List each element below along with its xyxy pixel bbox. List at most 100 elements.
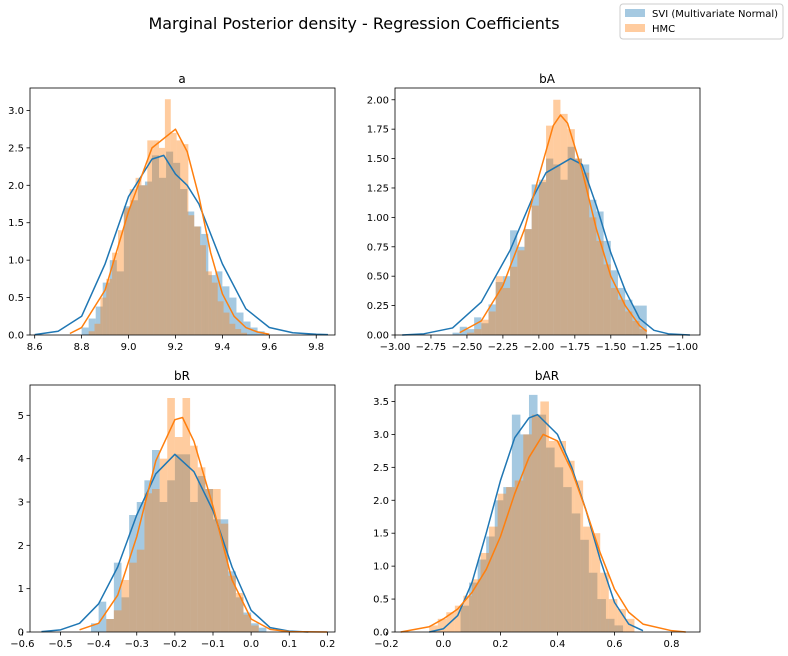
y-tick-label: 2.0 <box>8 181 24 192</box>
histogram-bar <box>563 487 572 632</box>
histogram-bar <box>454 605 464 632</box>
y-tick-label: 4 <box>18 454 24 465</box>
histogram-bar <box>618 287 626 335</box>
histogram-bar <box>510 266 518 335</box>
y-tick-label: 0.50 <box>367 272 389 283</box>
histogram-hmc <box>429 401 635 632</box>
histogram-bar <box>597 599 606 632</box>
subplot-title: bA <box>539 72 556 86</box>
histogram-bar <box>258 627 267 632</box>
histogram-bar <box>194 226 201 335</box>
y-tick-label: 1.0 <box>373 562 389 573</box>
histogram-bar <box>600 572 609 632</box>
axes-frame <box>29 87 336 336</box>
histogram-bar <box>481 323 489 335</box>
histogram-bar <box>236 312 244 335</box>
histogram-bar <box>129 189 136 335</box>
kde-line-hmc <box>459 114 648 334</box>
y-tick-label: 2 <box>18 541 24 552</box>
histogram-bar <box>517 246 525 335</box>
legend-label-svi: SVI (Multivariate Normal) <box>652 9 778 20</box>
y-tick-label: 0.25 <box>367 301 389 312</box>
histogram-bar <box>510 230 518 335</box>
histogram-bar <box>497 493 507 632</box>
legend-swatch-hmc <box>625 24 645 32</box>
histogram-bar <box>502 276 511 335</box>
y-tick-label: 3.5 <box>373 397 389 408</box>
histogram-bar <box>514 480 524 632</box>
histogram-bar <box>463 595 472 632</box>
histogram-bar <box>538 182 547 335</box>
y-tick-label: 2.5 <box>8 143 24 154</box>
x-tick-label: −0.5 <box>48 639 72 650</box>
x-tick-label: −0.2 <box>374 639 398 650</box>
histogram-bar <box>213 519 221 632</box>
histogram-bar <box>217 301 224 335</box>
kde-line-hmc <box>79 416 328 633</box>
y-tick-label: 5 <box>18 411 24 422</box>
histogram-bar <box>205 489 214 632</box>
x-tick-label: −0.2 <box>163 639 187 650</box>
y-tick-label: 0.00 <box>367 331 389 342</box>
histogram-bar <box>109 260 117 335</box>
x-tick-label: 9.4 <box>214 342 230 353</box>
histogram-bar <box>560 179 568 335</box>
histogram-bar <box>574 158 583 335</box>
histogram-bar <box>152 450 160 632</box>
x-tick-label: −0.1 <box>201 639 225 650</box>
histogram-bar <box>106 619 114 632</box>
y-tick-label: 3 <box>18 498 24 509</box>
histogram-bar <box>197 467 206 632</box>
histogram-bar <box>554 467 564 632</box>
histogram-bar <box>531 205 539 335</box>
histogram-bar <box>488 304 496 335</box>
histogram-bar <box>480 552 490 632</box>
histogram-bar <box>205 489 214 632</box>
histogram-bar <box>251 625 259 632</box>
histogram-bar <box>159 502 168 632</box>
histogram-bar <box>639 329 647 335</box>
histogram-bar <box>495 276 503 335</box>
histogram-bar <box>560 113 568 335</box>
x-tick-label: 0.0 <box>243 639 259 650</box>
histogram-bar <box>553 164 561 335</box>
histogram-bar <box>166 151 174 335</box>
histogram-bar <box>503 487 512 632</box>
histogram-bar <box>113 610 122 632</box>
histogram-bar <box>608 599 618 632</box>
histogram-bar <box>164 99 171 335</box>
histogram-bar <box>466 329 475 335</box>
x-tick-label: −0.6 <box>10 639 34 650</box>
histogram-bar <box>603 240 611 335</box>
histogram-bar <box>610 270 618 335</box>
x-tick-label: 0.2 <box>493 639 509 650</box>
histogram-bar <box>88 331 95 335</box>
y-tick-label: 1 <box>18 584 24 595</box>
histogram-bar <box>123 207 130 335</box>
histogram-bar <box>228 571 236 632</box>
histogram-bar <box>167 480 175 632</box>
histogram-bar <box>523 434 532 632</box>
x-tick-label: 9.2 <box>168 342 184 353</box>
histogram-hmc <box>466 99 647 335</box>
histogram-bar <box>121 597 130 632</box>
histogram-bar <box>466 332 475 335</box>
histogram-bar <box>235 329 242 335</box>
histogram-bar <box>153 140 160 335</box>
histogram-bar <box>106 619 114 632</box>
histogram-bar <box>548 440 558 632</box>
axes-frame <box>394 87 701 336</box>
y-tick-label: 1.0 <box>8 256 24 267</box>
histogram-bar <box>91 623 99 632</box>
histogram-bar <box>574 158 583 335</box>
histogram-bar <box>144 480 153 632</box>
histogram-bar <box>632 320 640 335</box>
histogram-bar <box>167 398 175 632</box>
histogram-svi <box>91 450 267 632</box>
subplot-title: bR <box>174 369 190 383</box>
histogram-bar <box>194 226 202 335</box>
histogram-bar <box>215 271 223 335</box>
histogram-bar <box>182 144 189 335</box>
histogram-bar <box>603 264 611 335</box>
